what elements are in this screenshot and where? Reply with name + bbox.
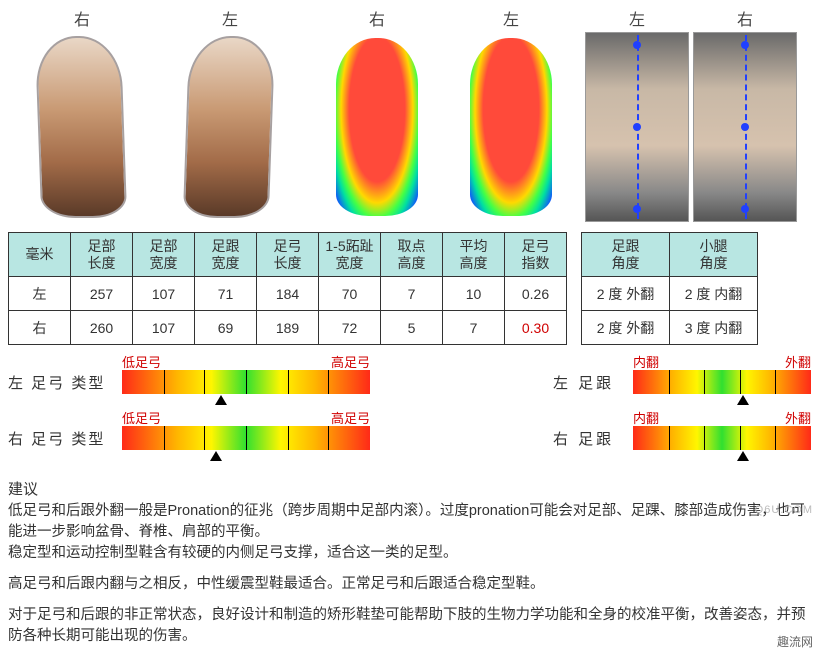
foot-scan-panel: 右 左 <box>8 4 304 222</box>
cell: 184 <box>257 277 319 311</box>
label-left: 左 <box>222 4 238 32</box>
bars-section: 左 足弓 类型 低足弓 高足弓 左 足跟 内翻 外翻 右 足弓 类型 低足弓 高… <box>8 367 811 453</box>
hdr: 足弓长度 <box>257 233 319 277</box>
advice-p2: 高足弓和后跟内翻与之相反，中性缓震型鞋最适合。正常足弓和后跟适合稳定型鞋。 <box>8 574 811 595</box>
foot-scan-left: 左 <box>156 4 304 222</box>
table-row-left: 左 257 107 71 184 70 7 10 0.26 <box>9 277 567 311</box>
cell: 189 <box>257 311 319 345</box>
arch-left-bar: 低足弓 高足弓 <box>122 370 370 394</box>
low-arch-label: 低足弓 <box>122 352 161 371</box>
row-label: 右 <box>9 311 71 345</box>
label-left2: 左 <box>503 4 519 32</box>
heel-right-pair: 右 足跟 内翻 外翻 <box>553 426 811 450</box>
foot-pressure-panel: 右 左 <box>310 4 578 222</box>
hdr: 足跟宽度 <box>195 233 257 277</box>
table-row-right: 2 度 外翻 3 度 内翻 <box>582 311 758 345</box>
table-row-right: 右 260 107 69 189 72 5 7 0.30 <box>9 311 567 345</box>
cell: 107 <box>133 311 195 345</box>
arch-left-label: 左 足弓 类型 <box>8 372 112 393</box>
cell: 257 <box>71 277 133 311</box>
in-label: 内翻 <box>633 352 659 371</box>
cell: 2 度 外翻 <box>582 311 670 345</box>
hdr: 1-5跖趾宽度 <box>319 233 381 277</box>
arch-right-bar: 低足弓 高足弓 <box>122 426 370 450</box>
table-header-row: 足跟角度 小腿角度 <box>582 233 758 277</box>
arch-right-pair: 右 足弓 类型 低足弓 高足弓 <box>8 426 370 450</box>
label-left3: 左 <box>629 4 645 32</box>
cell: 0.26 <box>505 277 567 311</box>
cell: 72 <box>319 311 381 345</box>
heel-right-label: 右 足跟 <box>553 428 623 449</box>
heel-right-bar: 内翻 外翻 <box>633 426 811 450</box>
cell: 2 度 外翻 <box>582 277 670 311</box>
cell: 10 <box>443 277 505 311</box>
advice-p1: 低足弓和后跟外翻一般是Pronation的征兆（跨步周期中足部内滚）。过度pro… <box>8 501 811 564</box>
cell: 69 <box>195 311 257 345</box>
cell-arch-index-red: 0.30 <box>505 311 567 345</box>
bar-row-2: 右 足弓 类型 低足弓 高足弓 右 足跟 内翻 外翻 <box>8 423 811 453</box>
label-right: 右 <box>74 4 90 32</box>
hdr: 足部宽度 <box>133 233 195 277</box>
site-label: 趣流网 <box>777 633 813 650</box>
hdr: 取点高度 <box>381 233 443 277</box>
foot-scan-right: 右 <box>8 4 156 222</box>
cell: 260 <box>71 311 133 345</box>
table-side: 足跟角度 小腿角度 2 度 外翻 2 度 内翻 2 度 外翻 3 度 内翻 <box>581 232 758 345</box>
cell: 107 <box>133 277 195 311</box>
heel-left-bar: 内翻 外翻 <box>633 370 811 394</box>
cell: 2 度 内翻 <box>670 277 758 311</box>
cell: 71 <box>195 277 257 311</box>
mm-header: 毫米 <box>9 233 71 277</box>
cell: 3 度 内翻 <box>670 311 758 345</box>
cell: 70 <box>319 277 381 311</box>
pressure-left: 左 <box>444 4 578 222</box>
advice-p3: 对于足弓和后跟的非正常状态，良好设计和制造的矫形鞋垫可能帮助下肢的生物力学功能和… <box>8 605 811 647</box>
label-right3: 右 <box>737 4 753 32</box>
table-main: 毫米 足部长度 足部宽度 足跟宽度 足弓长度 1-5跖趾宽度 取点高度 平均高度… <box>8 232 567 345</box>
advice-title: 建议 <box>8 479 811 501</box>
arch-right-label: 右 足弓 类型 <box>8 428 112 449</box>
hdr: 小腿角度 <box>670 233 758 277</box>
arch-left-pair: 左 足弓 类型 低足弓 高足弓 <box>8 370 370 394</box>
pressure-right: 右 <box>310 4 444 222</box>
out-label: 外翻 <box>785 352 811 371</box>
label-right2: 右 <box>369 4 385 32</box>
cell: 7 <box>443 311 505 345</box>
low-arch-label: 低足弓 <box>122 408 161 427</box>
tables-row: 毫米 足部长度 足部宽度 足跟宽度 足弓长度 1-5跖趾宽度 取点高度 平均高度… <box>8 232 811 345</box>
high-arch-label: 高足弓 <box>331 352 370 371</box>
leg-left: 左 <box>584 4 690 222</box>
leg-right: 右 <box>692 4 798 222</box>
bar-row-1: 左 足弓 类型 低足弓 高足弓 左 足跟 内翻 外翻 <box>8 367 811 397</box>
leg-photo-panel: 左 右 <box>584 4 798 222</box>
cell: 7 <box>381 277 443 311</box>
high-arch-label: 高足弓 <box>331 408 370 427</box>
heel-left-label: 左 足跟 <box>553 372 623 393</box>
advice-block: 建议 低足弓和后跟外翻一般是Pronation的征兆（跨步周期中足部内滚）。过度… <box>8 479 811 647</box>
out-label: 外翻 <box>785 408 811 427</box>
top-visual-row: 右 左 右 左 左 右 <box>8 4 811 222</box>
table-row-left: 2 度 外翻 2 度 内翻 <box>582 277 758 311</box>
cell: 5 <box>381 311 443 345</box>
table-header-row: 毫米 足部长度 足部宽度 足跟宽度 足弓长度 1-5跖趾宽度 取点高度 平均高度… <box>9 233 567 277</box>
heel-left-pair: 左 足跟 内翻 外翻 <box>553 370 811 394</box>
row-label: 左 <box>9 277 71 311</box>
watermark: Q6U.COM <box>755 504 813 516</box>
hdr: 足跟角度 <box>582 233 670 277</box>
hdr: 足弓指数 <box>505 233 567 277</box>
hdr: 足部长度 <box>71 233 133 277</box>
in-label: 内翻 <box>633 408 659 427</box>
hdr: 平均高度 <box>443 233 505 277</box>
